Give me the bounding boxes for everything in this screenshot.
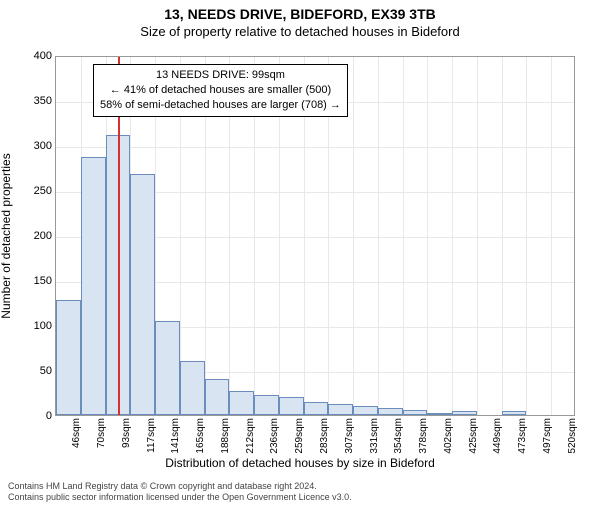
x-tick-label: 165sqm [195, 418, 206, 454]
footer-line-1: Contains HM Land Registry data © Crown c… [8, 481, 592, 492]
x-tick-label: 70sqm [96, 418, 107, 448]
gridline-v [477, 57, 478, 415]
x-tick-label: 354sqm [393, 418, 404, 454]
x-tick-label: 141sqm [170, 418, 181, 454]
histogram-bar [353, 406, 378, 415]
x-tick-label: 236sqm [269, 418, 280, 454]
x-tick-label: 449sqm [492, 418, 503, 454]
gridline-v [502, 57, 503, 415]
annotation-line-3: 58% of semi-detached houses are larger (… [100, 98, 341, 113]
footer-line-2: Contains public sector information licen… [8, 492, 592, 503]
y-tick-label: 100 [12, 320, 52, 332]
gridline-v [452, 57, 453, 415]
gridline-v [353, 57, 354, 415]
annotation-box: 13 NEEDS DRIVE: 99sqm← 41% of detached h… [93, 64, 348, 117]
x-tick-label: 259sqm [294, 418, 305, 454]
histogram-bar [427, 413, 452, 415]
y-tick-label: 0 [12, 410, 52, 422]
histogram-bar [254, 395, 279, 415]
x-tick-label: 46sqm [71, 418, 82, 448]
histogram-bar [378, 408, 403, 415]
y-tick-label: 350 [12, 95, 52, 107]
histogram-bar [130, 174, 155, 415]
x-tick-label: 473sqm [517, 418, 528, 454]
y-tick-label: 400 [12, 50, 52, 62]
x-tick-label: 188sqm [220, 418, 231, 454]
histogram-bar [304, 402, 329, 416]
histogram-bar [180, 361, 205, 415]
histogram-bar [502, 411, 527, 416]
histogram-bar [279, 397, 304, 415]
x-tick-label: 402sqm [443, 418, 454, 454]
x-axis-label: Distribution of detached houses by size … [0, 456, 600, 470]
annotation-line-1: 13 NEEDS DRIVE: 99sqm [100, 68, 341, 83]
histogram-bar [56, 300, 81, 415]
histogram-bar [328, 404, 353, 415]
chart-title: 13, NEEDS DRIVE, BIDEFORD, EX39 3TB [0, 6, 600, 22]
histogram-bar [452, 411, 477, 415]
x-tick-label: 283sqm [319, 418, 330, 454]
histogram-bar [155, 321, 180, 416]
x-tick-label: 497sqm [542, 418, 553, 454]
x-tick-label: 520sqm [567, 418, 578, 454]
x-tick-label: 93sqm [121, 418, 132, 448]
y-tick-label: 250 [12, 185, 52, 197]
x-tick-label: 378sqm [418, 418, 429, 454]
gridline-v [427, 57, 428, 415]
chart-subtitle: Size of property relative to detached ho… [0, 24, 600, 39]
y-tick-label: 50 [12, 365, 52, 377]
gridline-v [551, 57, 552, 415]
x-tick-label: 331sqm [369, 418, 380, 454]
y-tick-label: 200 [12, 230, 52, 242]
gridline-h [56, 147, 574, 148]
gridline-v [526, 57, 527, 415]
y-tick-label: 300 [12, 140, 52, 152]
x-tick-label: 425sqm [468, 418, 479, 454]
histogram-bar [403, 410, 428, 415]
gridline-v [378, 57, 379, 415]
histogram-bar [81, 157, 106, 415]
x-tick-label: 117sqm [146, 418, 157, 453]
y-tick-label: 150 [12, 275, 52, 287]
gridline-v [403, 57, 404, 415]
histogram-bar [205, 379, 230, 415]
x-tick-label: 307sqm [344, 418, 355, 454]
x-tick-label: 212sqm [245, 418, 256, 454]
annotation-line-2: ← 41% of detached houses are smaller (50… [100, 83, 341, 98]
histogram-bar [229, 391, 254, 415]
